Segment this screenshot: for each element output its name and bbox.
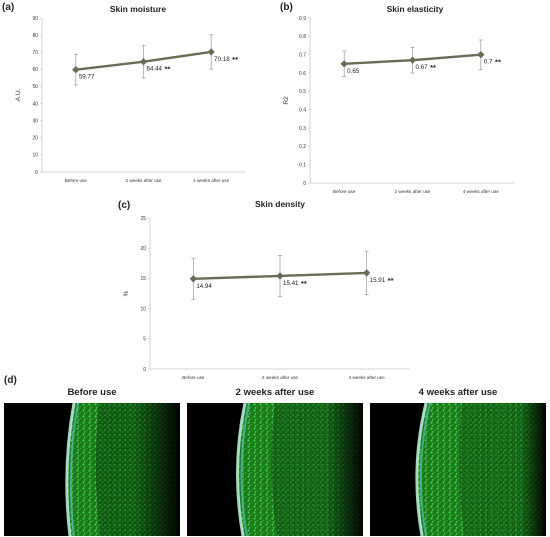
y-tick-label: 5 — [143, 337, 146, 343]
y-tick-label: 30 — [32, 118, 38, 124]
y-tick-label: 40 — [32, 101, 38, 107]
y-tick-label: 15 — [140, 276, 146, 282]
data-label: 0.67 — [416, 64, 429, 71]
y-tick-label: 0.7 — [299, 52, 306, 58]
x-tick-label: 2 weeks after use — [394, 189, 430, 194]
data-point — [207, 48, 215, 56]
y-tick-label: 0.3 — [299, 126, 306, 132]
y-tick-label: 0.5 — [299, 89, 306, 95]
x-tick-label: 2 weeks after use — [125, 178, 161, 183]
skin-image-4weeks — [370, 403, 546, 536]
y-tick-label: 0.6 — [299, 71, 306, 77]
y-tick-label: 0 — [35, 170, 38, 176]
y-axis-label: % — [123, 290, 130, 296]
chart-skin-elasticity: Skin elasticity 0 0.1 0.2 0.3 0.4 0.5 0.6 0.7 0.8… — [275, 0, 545, 195]
y-tick-label: 0.9 — [299, 16, 306, 22]
y-tick-label: 80 — [32, 33, 38, 39]
data-point — [139, 58, 148, 66]
y-tick-label: 0.2 — [299, 144, 306, 150]
chart-skin-density: Skin density 0 5 10 15 20 25% Before use 2 weeks… — [115, 198, 435, 383]
significance-marker: ** — [388, 276, 394, 285]
image-caption-2weeks: 2 weeks after use — [235, 387, 315, 398]
skin-image-2weeks — [187, 403, 363, 536]
panel-label-c: (c) — [118, 200, 131, 211]
chart-skin-density-svg: Skin density 0 5 10 15 20 25% Before use 2 weeks… — [123, 199, 410, 380]
y-tick-label: 60 — [32, 67, 38, 73]
data-point — [72, 66, 80, 74]
significance-marker: ** — [495, 58, 501, 67]
image-caption-before: Before use — [67, 387, 117, 398]
y-tick-label: 25 — [140, 216, 146, 222]
data-label: 70.18 — [214, 56, 230, 63]
data-label: 15.41 — [283, 280, 299, 287]
data-point — [276, 272, 284, 280]
x-tick-label: 4 weeks after use — [349, 375, 385, 380]
chart-title: Skin density — [255, 199, 305, 209]
data-point — [362, 269, 371, 277]
chart-skin-moisture-svg: Skin moisture 0 10 20 30 40 50 60 70 80 90 A.U. Befo… — [15, 4, 245, 183]
data-label: 14.94 — [196, 283, 212, 290]
x-tick-label: 4 weeks after use — [193, 178, 229, 183]
y-tick-label: 0.1 — [299, 162, 306, 168]
y-axis-label: R2 — [283, 96, 290, 105]
panel-label-d: (d) — [4, 375, 17, 386]
y-tick-label: 10 — [32, 153, 38, 159]
skin-image-2weeks-svg — [236, 403, 363, 536]
x-tick-label: 2 weeks after use — [262, 375, 298, 380]
skin-image-before — [4, 403, 180, 536]
data-label: 64.44 — [147, 66, 163, 73]
x-tick-label: Before use — [65, 178, 88, 183]
y-tick-label: 20 — [32, 136, 38, 142]
y-tick-label: 70 — [32, 50, 38, 56]
image-caption-4weeks: 4 weeks after use — [418, 387, 498, 398]
data-label: 0.65 — [347, 68, 360, 75]
panel-label-b: (b) — [280, 2, 293, 13]
y-tick-label: 10 — [140, 306, 146, 312]
y-tick-label: 90 — [32, 16, 38, 22]
y-tick-label: 50 — [32, 84, 38, 90]
y-tick-label: 0 — [143, 367, 146, 373]
chart-skin-elasticity-svg: Skin elasticity 0 0.1 0.2 0.3 0.4 0.5 0.6 0.7 0.8… — [283, 4, 515, 194]
x-tick-label: 4 weeks after use — [463, 189, 499, 194]
x-tick-label: Before use — [333, 189, 356, 194]
data-point — [340, 60, 348, 68]
data-label: 59.77 — [79, 74, 95, 81]
y-tick-label: 0.8 — [299, 34, 306, 40]
y-tick-label: 20 — [140, 246, 146, 252]
significance-marker: ** — [232, 55, 238, 64]
x-tick-label: Before use — [182, 375, 205, 380]
data-point — [189, 275, 198, 283]
chart-title: Skin moisture — [110, 4, 166, 14]
significance-marker: ** — [165, 65, 171, 74]
skin-image-before-svg — [65, 403, 180, 536]
data-label: 0.7 — [484, 59, 493, 66]
chart-skin-moisture: Skin moisture 0 10 20 30 40 50 60 70 80 90 A.U. Befo… — [0, 0, 270, 195]
data-point — [408, 56, 417, 64]
panel-label-a: (a) — [2, 2, 15, 13]
significance-marker: ** — [430, 63, 436, 72]
y-tick-label: 0 — [303, 181, 306, 187]
y-axis-label: A.U. — [15, 88, 22, 101]
chart-title: Skin elasticity — [387, 4, 444, 14]
significance-marker: ** — [301, 279, 307, 288]
skin-image-4weeks-svg — [415, 403, 546, 536]
data-point — [477, 50, 485, 59]
data-label: 15.91 — [370, 277, 386, 284]
y-tick-label: 0.4 — [299, 107, 306, 113]
